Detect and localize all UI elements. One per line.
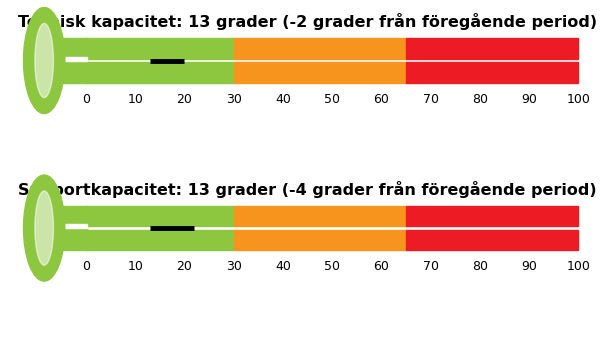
Bar — [44, 206, 86, 250]
Bar — [234, 206, 406, 226]
Text: 70: 70 — [423, 93, 438, 106]
Text: 80: 80 — [472, 260, 488, 273]
Bar — [86, 206, 234, 226]
Text: 90: 90 — [521, 260, 537, 273]
Text: 80: 80 — [472, 93, 488, 106]
Ellipse shape — [35, 23, 54, 97]
Text: 70: 70 — [423, 260, 438, 273]
Circle shape — [24, 175, 65, 281]
Text: 50: 50 — [324, 260, 340, 273]
Text: 50: 50 — [324, 93, 340, 106]
Bar — [234, 230, 406, 250]
Bar — [234, 62, 406, 83]
Text: 20: 20 — [177, 260, 192, 273]
Circle shape — [24, 8, 65, 114]
Text: 30: 30 — [226, 93, 242, 106]
Text: 60: 60 — [373, 93, 389, 106]
Text: 40: 40 — [275, 93, 291, 106]
Text: 90: 90 — [521, 93, 537, 106]
Bar — [44, 57, 86, 61]
Text: 30: 30 — [226, 260, 242, 273]
Text: 60: 60 — [373, 260, 389, 273]
Text: Teknisk kapacitet: 13 grader (-2 grader från föregående period): Teknisk kapacitet: 13 grader (-2 grader … — [18, 13, 597, 30]
Bar — [406, 62, 579, 83]
Text: 20: 20 — [177, 93, 192, 106]
Text: 100: 100 — [566, 93, 590, 106]
Text: 10: 10 — [127, 260, 143, 273]
Bar — [86, 230, 234, 250]
Ellipse shape — [35, 191, 54, 265]
Bar — [406, 38, 579, 58]
Bar — [44, 38, 86, 83]
Bar — [406, 206, 579, 226]
Text: 100: 100 — [566, 260, 590, 273]
Bar — [44, 224, 86, 228]
Text: 40: 40 — [275, 260, 291, 273]
Bar — [86, 62, 234, 83]
Text: 0: 0 — [82, 93, 90, 106]
Bar — [86, 38, 234, 58]
Text: 10: 10 — [127, 93, 143, 106]
Text: 0: 0 — [82, 260, 90, 273]
Bar — [406, 230, 579, 250]
Bar — [234, 38, 406, 58]
Text: Supportkapacitet: 13 grader (-4 grader från föregående period): Supportkapacitet: 13 grader (-4 grader f… — [18, 181, 597, 198]
